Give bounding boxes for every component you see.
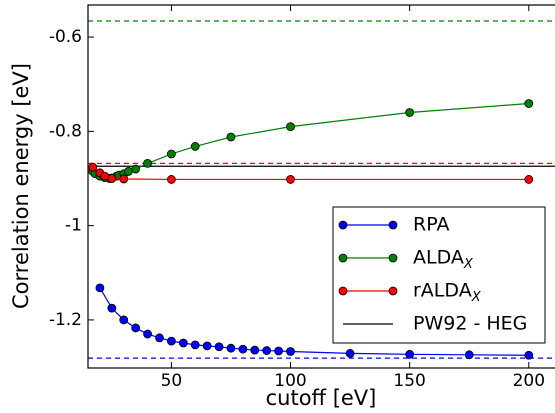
data-point <box>88 162 98 172</box>
legend-marker <box>338 286 348 296</box>
plot-frame <box>87 4 555 369</box>
y-axis-label: Correlation energy [eV] <box>9 63 33 309</box>
data-point <box>107 174 117 183</box>
data-point <box>131 323 141 333</box>
series-line <box>92 166 529 181</box>
data-point <box>464 350 474 360</box>
legend-marker <box>388 220 398 230</box>
y-tick-label: -1.2 <box>49 310 82 330</box>
data-point <box>190 340 200 350</box>
legend-marker <box>388 253 398 263</box>
data-point <box>107 303 117 313</box>
legend-label: ALDAX <box>413 247 474 272</box>
data-point <box>524 175 534 184</box>
data-point <box>155 333 164 343</box>
y-tick-label: -0.6 <box>49 27 82 47</box>
data-point <box>226 132 236 142</box>
legend-marker <box>338 253 348 263</box>
data-point <box>166 175 176 184</box>
data-point <box>262 346 272 355</box>
data-point <box>119 174 129 184</box>
x-tick-label: 50 <box>161 371 183 391</box>
data-point <box>119 315 129 325</box>
data-point <box>190 142 200 151</box>
data-point <box>131 164 141 174</box>
data-point <box>405 108 415 117</box>
y-tick-label: -0.8 <box>49 121 82 141</box>
data-point <box>286 347 295 356</box>
data-point <box>214 342 224 352</box>
legend-label: rALDAX <box>413 280 482 305</box>
legend-label: RPA <box>413 214 449 236</box>
data-point <box>345 348 355 358</box>
series-line <box>92 102 529 180</box>
data-point <box>166 336 176 346</box>
data-point <box>524 99 534 108</box>
x-axis-label: cutoff [eV] <box>266 386 377 410</box>
data-point <box>250 345 260 355</box>
plot-area <box>88 20 555 360</box>
data-point <box>524 350 534 360</box>
data-point <box>286 122 295 132</box>
x-tick-label: 200 <box>513 371 545 391</box>
data-point <box>166 149 176 159</box>
legend-label: PW92 - HEG <box>413 313 527 335</box>
x-tick-label: 150 <box>393 371 425 391</box>
data-point <box>95 283 105 293</box>
y-tick-label: -1 <box>65 216 82 236</box>
legend-marker <box>338 220 348 230</box>
data-point <box>202 341 212 351</box>
data-point <box>238 344 248 354</box>
legend-box <box>332 206 546 344</box>
legend-marker <box>388 286 398 296</box>
data-point <box>178 338 188 348</box>
data-point <box>143 158 152 168</box>
data-point <box>143 329 152 339</box>
data-point <box>226 343 236 353</box>
data-point <box>274 346 284 356</box>
data-point <box>405 349 415 359</box>
x-tick-label: 100 <box>274 371 306 391</box>
data-point <box>286 175 295 184</box>
